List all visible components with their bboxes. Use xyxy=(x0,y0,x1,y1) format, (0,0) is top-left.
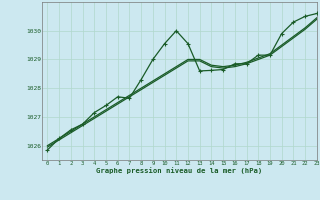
X-axis label: Graphe pression niveau de la mer (hPa): Graphe pression niveau de la mer (hPa) xyxy=(96,167,262,174)
